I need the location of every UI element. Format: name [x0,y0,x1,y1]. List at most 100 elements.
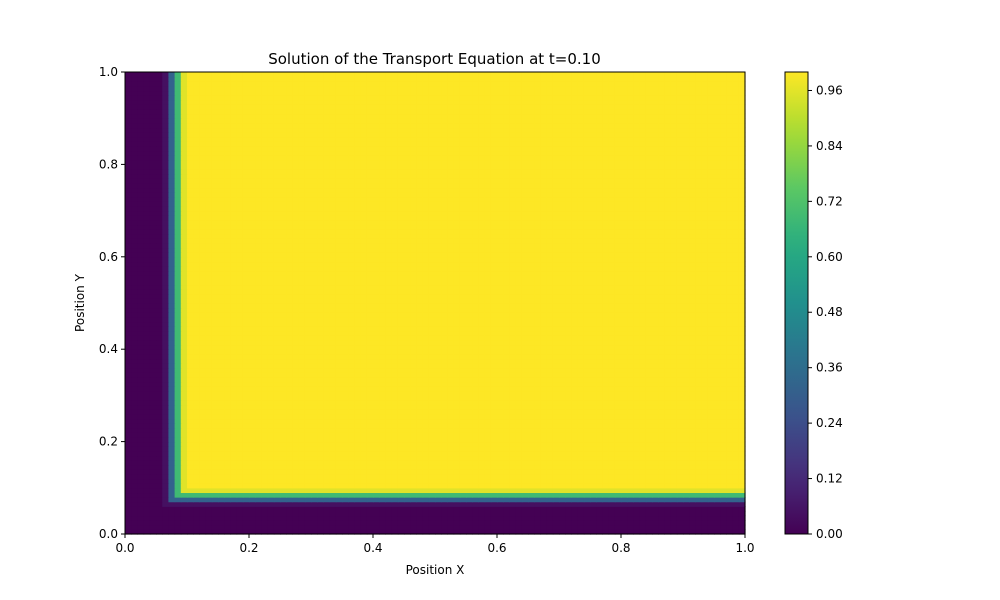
heatmap-cell [224,404,231,410]
heatmap-cell [503,510,510,517]
heatmap-cell [385,501,393,507]
heatmap-cell [738,436,746,443]
heatmap-cell [639,330,647,336]
heatmap-cell [639,307,647,313]
heatmap-cell [137,386,145,392]
heatmap-cell [354,409,362,415]
heatmap-cell [385,307,393,313]
heatmap-cell [255,326,262,332]
heatmap-cell [515,441,523,447]
heatmap-cell [676,464,684,470]
heatmap-cell [280,446,287,452]
heatmap-cell [528,307,535,313]
heatmap-cell [255,464,262,470]
heatmap-cell [428,404,436,410]
heatmap-cell [174,335,182,341]
heatmap-cell [658,524,665,530]
heatmap-cell [621,307,628,313]
heatmap-cell [466,455,473,461]
heatmap-cell [707,487,715,494]
heatmap-cell [484,464,492,470]
heatmap-cell [645,330,653,336]
heatmap-cell [224,501,231,507]
heatmap-cell [156,529,163,535]
heatmap-cell [602,432,610,438]
heatmap-cell [218,464,225,470]
heatmap-cell [348,312,355,318]
heatmap-cell [236,441,244,447]
heatmap-cell [416,349,424,355]
heatmap-cell [726,510,734,517]
heatmap-cell [298,427,306,433]
heatmap-cell [125,524,132,530]
heatmap-cell [249,303,256,309]
heatmap-cell [286,450,293,457]
heatmap-cell [658,400,665,406]
heatmap-cell [528,409,535,415]
heatmap-cell [242,386,250,392]
heatmap-cell [273,386,281,392]
heatmap-cell [435,386,442,392]
heatmap-cell [738,469,746,475]
heatmap-cell [602,353,610,360]
heatmap-cell [590,487,597,494]
heatmap-cell [416,436,424,443]
heatmap-cell [230,418,238,424]
heatmap-cell [242,455,250,461]
heatmap-cell [472,492,479,498]
heatmap-cell [670,469,678,475]
heatmap-cell [478,455,486,461]
heatmap-cell [726,418,734,424]
heatmap-cell [342,497,349,503]
heatmap-cell [633,400,641,406]
heatmap-cell [559,358,566,364]
heatmap-cell [230,372,238,378]
heatmap-cell [459,395,467,401]
heatmap-cell [342,335,349,341]
heatmap-cell [242,529,250,535]
heatmap-cell [180,446,188,452]
heatmap-cell [273,303,281,309]
heatmap-cell [286,312,293,318]
heatmap-cell [280,413,287,420]
heatmap-cell [428,376,436,383]
heatmap-cell [658,316,665,323]
heatmap-cell [230,464,238,470]
heatmap-cell [478,432,486,438]
heatmap-cell [286,326,293,332]
heatmap-cell [528,339,535,346]
heatmap-cell [596,432,603,438]
heatmap-cell [658,321,665,327]
heatmap-cell [329,321,337,327]
heatmap-cell [224,469,231,475]
heatmap-cell [509,483,517,489]
heatmap-cell [453,497,461,503]
heatmap-cell [453,469,461,475]
heatmap-cell [503,344,510,350]
heatmap-cell [143,404,151,410]
heatmap-cell [683,524,690,530]
heatmap-cell [428,492,436,498]
heatmap-cell [311,478,318,484]
heatmap-cell [267,427,275,433]
heatmap-cell [602,478,610,484]
heatmap-cell [546,363,554,369]
heatmap-cell [509,404,517,410]
heatmap-cell [149,432,157,438]
heatmap-cell [546,376,554,383]
heatmap-cell [342,423,349,429]
heatmap-cell [559,367,566,373]
heatmap-cell [162,316,169,323]
heatmap-cell [732,307,740,313]
heatmap-cell [509,473,517,480]
heatmap-cell [608,487,616,494]
heatmap-cell [311,473,318,480]
heatmap-cell [366,423,374,429]
heatmap-cell [224,483,231,489]
heatmap-cell [391,312,399,318]
heatmap-cell [329,400,337,406]
heatmap-cell [577,400,585,406]
heatmap-cell [267,335,275,341]
heatmap-cell [645,520,653,526]
heatmap-cell [521,455,529,461]
